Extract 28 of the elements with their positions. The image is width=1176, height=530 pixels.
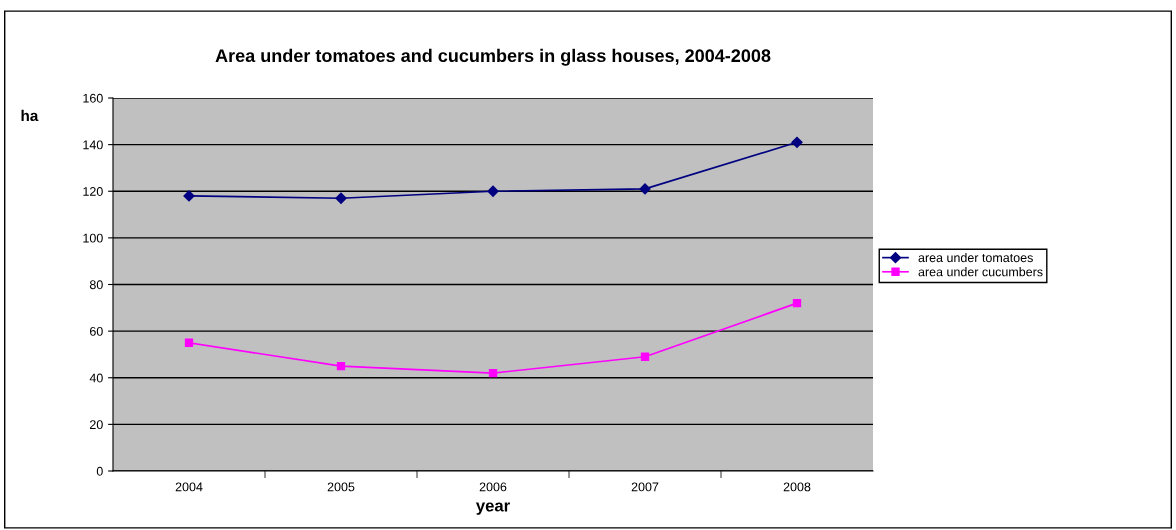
y-tick-label: 140: [83, 140, 103, 150]
y-tick-label: 20: [90, 420, 103, 430]
point: [184, 338, 194, 347]
y-tick-label: 40: [89, 373, 103, 383]
y-tick-label: 60: [90, 326, 103, 336]
x-tick-label: 2005: [327, 482, 355, 492]
point: [335, 192, 347, 204]
point: [487, 185, 499, 197]
y-axis-title: ha: [21, 109, 39, 122]
y-tick-label: 120: [83, 187, 103, 196]
x-tick-label: 2004: [175, 482, 203, 492]
x-tick-label: 2008: [783, 482, 811, 492]
y-tick-label: 80: [89, 280, 103, 290]
x-tick-label: 2007: [631, 482, 659, 492]
chart-title: Area under tomatoes and cucumbers in glass houses, 2004-2008: [215, 48, 771, 66]
y-tick-label: 160: [83, 93, 103, 103]
y-tick-label: 100: [83, 233, 103, 243]
point: [183, 190, 195, 202]
legend-label: area under cucumbers: [918, 267, 1043, 277]
point: [640, 352, 650, 361]
x-axis-title: year: [475, 502, 510, 515]
point: [792, 298, 802, 308]
y-tick-label: 0: [96, 466, 103, 476]
point: [488, 368, 498, 378]
legend-label: area under tomatoes: [918, 252, 1033, 263]
point: [336, 361, 346, 371]
x-tick-label: 2006: [479, 482, 507, 492]
point: [791, 136, 803, 148]
